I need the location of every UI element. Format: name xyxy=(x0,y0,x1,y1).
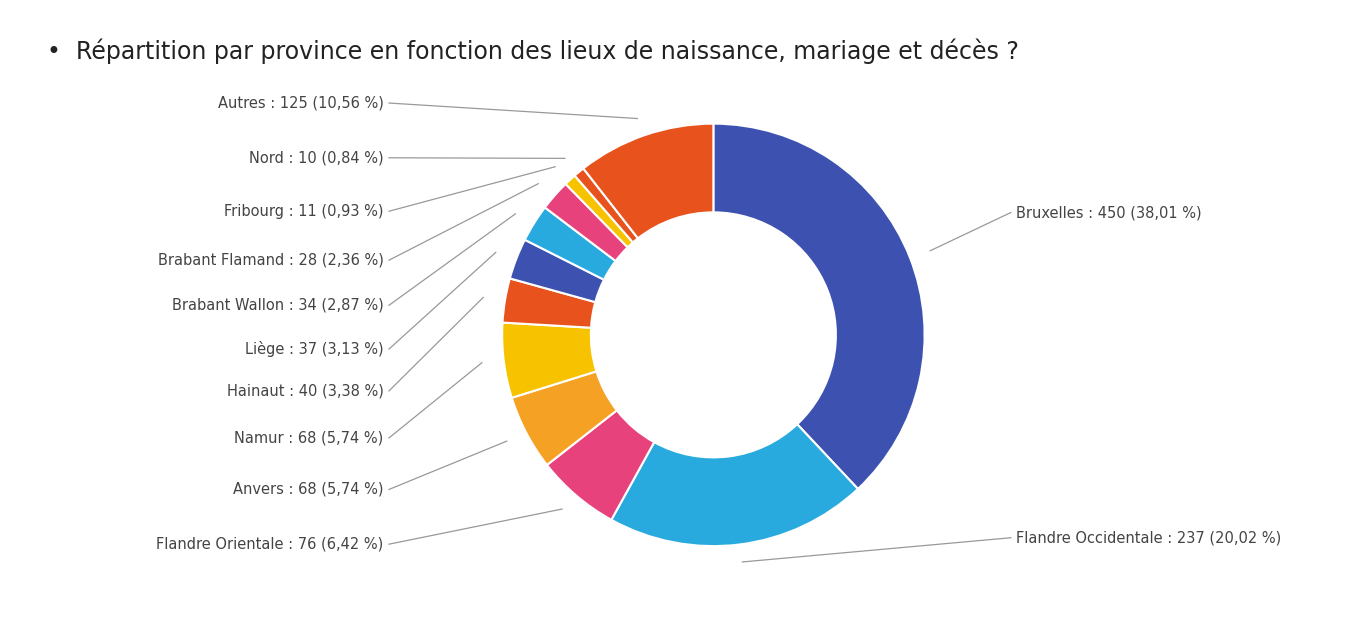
Text: Flandre Occidentale : 237 (20,02 %): Flandre Occidentale : 237 (20,02 %) xyxy=(1016,530,1281,545)
Text: Anvers : 68 (5,74 %): Anvers : 68 (5,74 %) xyxy=(233,482,384,497)
Wedge shape xyxy=(545,184,627,261)
Text: Autres : 125 (10,56 %): Autres : 125 (10,56 %) xyxy=(218,95,384,111)
Text: Nord : 10 (0,84 %): Nord : 10 (0,84 %) xyxy=(249,150,384,166)
Text: Bruxelles : 450 (38,01 %): Bruxelles : 450 (38,01 %) xyxy=(1016,205,1202,220)
Wedge shape xyxy=(502,278,595,328)
Wedge shape xyxy=(583,124,713,238)
Wedge shape xyxy=(525,207,615,279)
Wedge shape xyxy=(575,169,638,243)
Wedge shape xyxy=(511,372,616,465)
Text: Brabant Wallon : 34 (2,87 %): Brabant Wallon : 34 (2,87 %) xyxy=(172,298,384,313)
Wedge shape xyxy=(510,240,604,302)
Text: Brabant Flamand : 28 (2,36 %): Brabant Flamand : 28 (2,36 %) xyxy=(157,252,384,268)
Wedge shape xyxy=(565,176,633,247)
Text: Flandre Orientale : 76 (6,42 %): Flandre Orientale : 76 (6,42 %) xyxy=(156,536,384,552)
Text: •  Répartition par province en fonction des lieux de naissance, mariage et décès: • Répartition par province en fonction d… xyxy=(47,39,1019,64)
Text: Liège : 37 (3,13 %): Liège : 37 (3,13 %) xyxy=(245,341,384,357)
Wedge shape xyxy=(502,323,596,398)
Wedge shape xyxy=(611,424,857,546)
Wedge shape xyxy=(546,410,654,520)
Text: Fribourg : 11 (0,93 %): Fribourg : 11 (0,93 %) xyxy=(225,204,384,219)
Text: Namur : 68 (5,74 %): Namur : 68 (5,74 %) xyxy=(234,430,384,446)
Text: Hainaut : 40 (3,38 %): Hainaut : 40 (3,38 %) xyxy=(226,383,384,399)
Wedge shape xyxy=(713,124,925,489)
